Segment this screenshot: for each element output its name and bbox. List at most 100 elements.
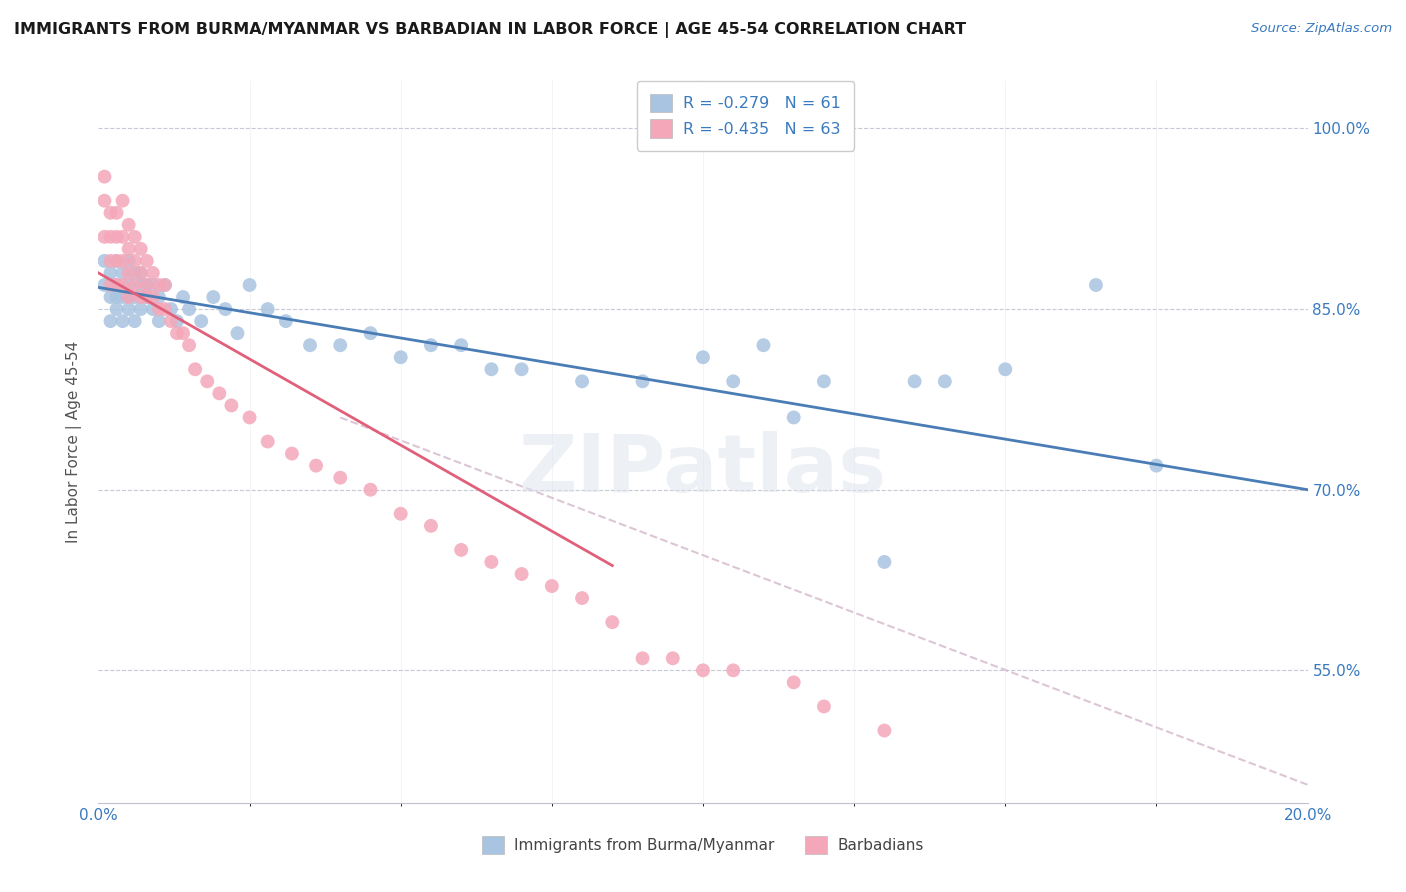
Point xyxy=(111,254,134,268)
Point xyxy=(105,278,128,293)
Point xyxy=(148,290,170,304)
Y-axis label: In Labor Force | Age 45-54: In Labor Force | Age 45-54 xyxy=(66,341,83,542)
Point xyxy=(105,230,128,244)
Point xyxy=(118,266,141,280)
Point xyxy=(752,338,775,352)
Point xyxy=(389,350,412,364)
Point xyxy=(160,314,183,328)
Point xyxy=(118,290,141,304)
Point xyxy=(329,471,352,485)
Point xyxy=(118,278,141,293)
Point xyxy=(179,338,201,352)
Point xyxy=(160,301,183,317)
Point xyxy=(100,205,122,219)
Point xyxy=(195,375,218,389)
Point xyxy=(111,230,134,244)
Point xyxy=(93,230,115,244)
Point xyxy=(256,434,278,449)
Point xyxy=(226,326,249,341)
Point xyxy=(692,664,714,678)
Point xyxy=(129,278,152,293)
Point xyxy=(783,410,806,425)
Point xyxy=(105,254,128,268)
Point xyxy=(994,362,1017,376)
Point xyxy=(118,290,141,304)
Point xyxy=(329,338,352,352)
Point xyxy=(274,314,297,328)
Point xyxy=(450,542,472,557)
Point xyxy=(124,314,146,328)
Point xyxy=(93,278,115,293)
Point xyxy=(93,169,115,184)
Point xyxy=(389,507,412,521)
Point xyxy=(111,314,134,328)
Point xyxy=(783,675,806,690)
Point xyxy=(1144,458,1167,473)
Point xyxy=(281,447,304,461)
Point xyxy=(105,301,128,317)
Point xyxy=(1085,278,1108,293)
Point xyxy=(93,194,115,208)
Point xyxy=(360,483,382,497)
Point xyxy=(190,314,212,328)
Point xyxy=(873,723,896,738)
Point xyxy=(118,242,141,256)
Point xyxy=(93,254,115,268)
Point xyxy=(148,314,170,328)
Point xyxy=(172,290,194,304)
Point xyxy=(723,375,745,389)
Text: ZIPatlas: ZIPatlas xyxy=(519,432,887,509)
Point xyxy=(420,338,443,352)
Point xyxy=(214,301,236,317)
Point xyxy=(135,278,157,293)
Point xyxy=(135,290,157,304)
Point xyxy=(481,362,503,376)
Point xyxy=(100,314,122,328)
Point xyxy=(420,519,443,533)
Point xyxy=(129,266,152,280)
Point xyxy=(105,290,128,304)
Point xyxy=(142,278,165,293)
Point xyxy=(510,567,533,582)
Point xyxy=(105,278,128,293)
Point xyxy=(813,375,835,389)
Point xyxy=(129,266,152,280)
Point xyxy=(111,278,134,293)
Point xyxy=(692,350,714,364)
Point xyxy=(100,230,122,244)
Point xyxy=(540,579,562,593)
Point xyxy=(571,591,593,606)
Point xyxy=(208,386,231,401)
Point xyxy=(481,555,503,569)
Point xyxy=(100,290,122,304)
Point xyxy=(118,218,141,232)
Point xyxy=(299,338,322,352)
Point xyxy=(148,278,170,293)
Point xyxy=(135,278,157,293)
Point xyxy=(631,651,654,665)
Point xyxy=(100,254,122,268)
Point xyxy=(105,254,128,268)
Point xyxy=(873,555,896,569)
Point xyxy=(148,301,170,317)
Point xyxy=(202,290,225,304)
Point xyxy=(129,242,152,256)
Point xyxy=(661,651,683,665)
Point xyxy=(172,326,194,341)
Point xyxy=(239,410,262,425)
Point xyxy=(135,254,157,268)
Point xyxy=(571,375,593,389)
Point xyxy=(135,290,157,304)
Legend: Immigrants from Burma/Myanmar, Barbadians: Immigrants from Burma/Myanmar, Barbadian… xyxy=(477,830,929,860)
Point xyxy=(153,301,176,317)
Point xyxy=(602,615,624,630)
Point xyxy=(124,254,146,268)
Point xyxy=(166,314,188,328)
Point xyxy=(111,266,134,280)
Point xyxy=(360,326,382,341)
Point xyxy=(239,278,262,293)
Point xyxy=(100,266,122,280)
Point xyxy=(153,278,176,293)
Point xyxy=(166,326,188,341)
Point xyxy=(179,301,201,317)
